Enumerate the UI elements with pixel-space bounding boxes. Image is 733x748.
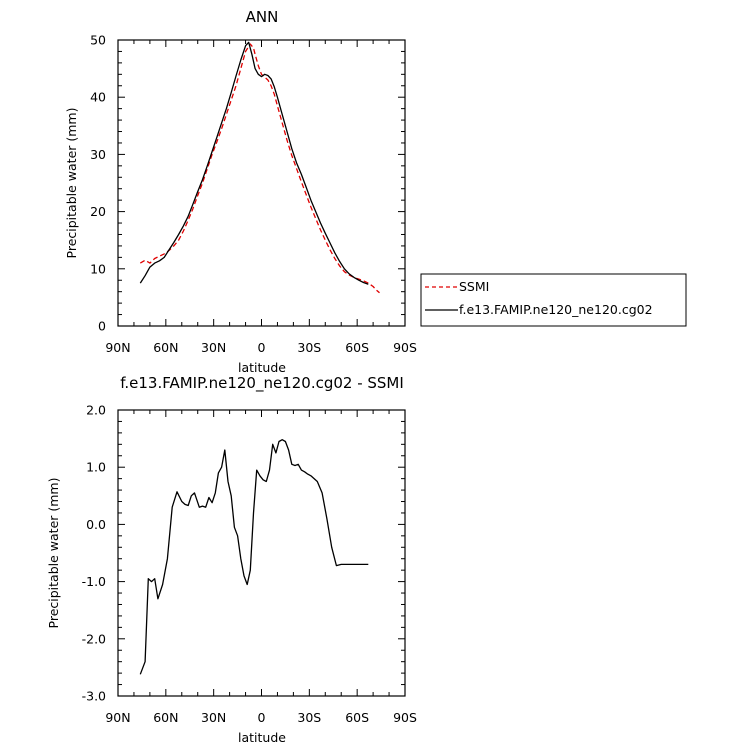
y-tick-label: 2.0 bbox=[86, 403, 106, 418]
bottom-plot-frame bbox=[117, 409, 406, 697]
top-ticks: 90N 60N 30N 0 30S 60S 90S 0 10 20 30 40 50 bbox=[90, 33, 417, 356]
bottom-x-axis-label: latitude bbox=[238, 730, 286, 745]
y-tick-label: -3.0 bbox=[82, 689, 106, 704]
top-x-axis-label: latitude bbox=[238, 360, 286, 375]
x-tick-label: 0 bbox=[258, 340, 266, 355]
legend-box bbox=[420, 273, 687, 327]
y-tick-label: -2.0 bbox=[82, 631, 106, 646]
bottom-ticks: 90N 60N 30N 0 30S 60S 90S -3.0 -2.0 -1.0 0.0 1.0 2.0 bbox=[82, 403, 417, 726]
x-tick-label: 30S bbox=[297, 710, 321, 725]
y-tick-label: 10 bbox=[90, 261, 106, 276]
x-tick-label: 30N bbox=[201, 340, 226, 355]
top-chart: ANN 90N 60N 30N 0 30S 60S 90S 0 10 20 30 40 50 latit… bbox=[64, 8, 417, 375]
x-tick-label: 90N bbox=[105, 340, 130, 355]
top-y-axis-label: Precipitable water (mm) bbox=[64, 108, 79, 259]
y-tick-label: 1.0 bbox=[86, 460, 106, 475]
x-tick-label: 90N bbox=[105, 710, 130, 725]
bottom-chart-title: f.e13.FAMIP.ne120_ne120.cg02 - SSMI bbox=[120, 374, 404, 393]
bottom-series bbox=[139, 439, 369, 675]
y-tick-label: 0 bbox=[98, 319, 106, 334]
x-tick-label: 60S bbox=[345, 340, 369, 355]
y-tick-label: 50 bbox=[90, 33, 106, 48]
x-tick-label: 60S bbox=[345, 710, 369, 725]
y-tick-label: 30 bbox=[90, 147, 106, 162]
y-tick-label: 20 bbox=[90, 204, 106, 219]
series-line-0-0 bbox=[139, 43, 380, 294]
bottom-y-axis-label: Precipitable water (mm) bbox=[46, 478, 61, 629]
series-line-0-1 bbox=[139, 41, 369, 285]
x-tick-label: 90S bbox=[393, 710, 417, 725]
top-plot-frame bbox=[117, 39, 406, 327]
top-series bbox=[139, 41, 380, 294]
x-tick-label: 60N bbox=[153, 340, 178, 355]
x-tick-label: 60N bbox=[153, 710, 178, 725]
legend-label-ssmi: SSMI bbox=[459, 279, 489, 294]
y-tick-label: -1.0 bbox=[82, 574, 106, 589]
x-tick-label: 30N bbox=[201, 710, 226, 725]
x-tick-label: 30S bbox=[297, 340, 321, 355]
x-tick-label: 90S bbox=[393, 340, 417, 355]
x-tick-label: 0 bbox=[258, 710, 266, 725]
y-tick-label: 40 bbox=[90, 90, 106, 105]
legend-label-model: f.e13.FAMIP.ne120_ne120.cg02 bbox=[459, 302, 653, 317]
top-chart-title: ANN bbox=[246, 8, 279, 26]
y-tick-label: 0.0 bbox=[86, 517, 106, 532]
bottom-chart: f.e13.FAMIP.ne120_ne120.cg02 - SSMI 90N 6… bbox=[46, 374, 417, 745]
series-line-1-0 bbox=[139, 439, 369, 675]
legend: SSMI f.e13.FAMIP.ne120_ne120.cg02 bbox=[420, 273, 687, 327]
